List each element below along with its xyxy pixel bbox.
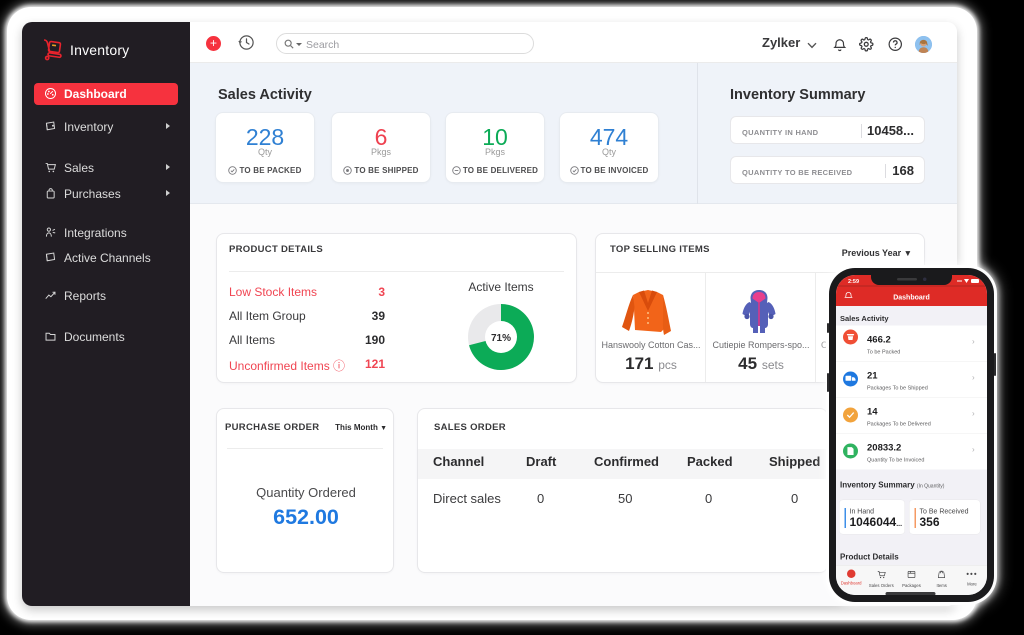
svg-text:71%: 71%	[491, 333, 511, 344]
